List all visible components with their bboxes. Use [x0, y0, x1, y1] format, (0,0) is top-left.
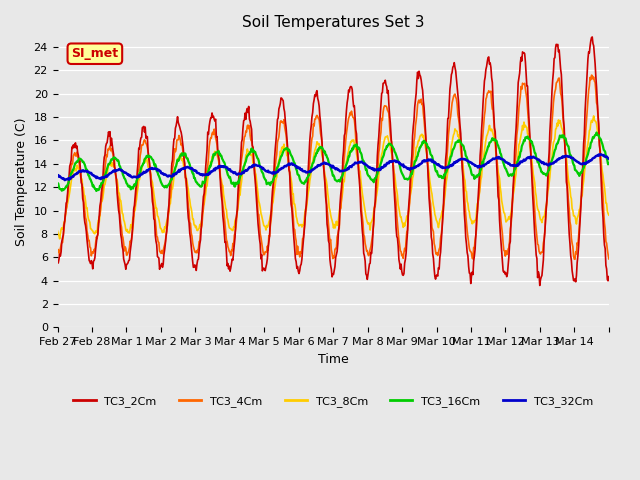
X-axis label: Time: Time: [318, 353, 349, 366]
Y-axis label: Soil Temperature (C): Soil Temperature (C): [15, 117, 28, 246]
Title: Soil Temperatures Set 3: Soil Temperatures Set 3: [242, 15, 424, 30]
Text: SI_met: SI_met: [71, 47, 118, 60]
Legend: TC3_2Cm, TC3_4Cm, TC3_8Cm, TC3_16Cm, TC3_32Cm: TC3_2Cm, TC3_4Cm, TC3_8Cm, TC3_16Cm, TC3…: [69, 391, 597, 411]
